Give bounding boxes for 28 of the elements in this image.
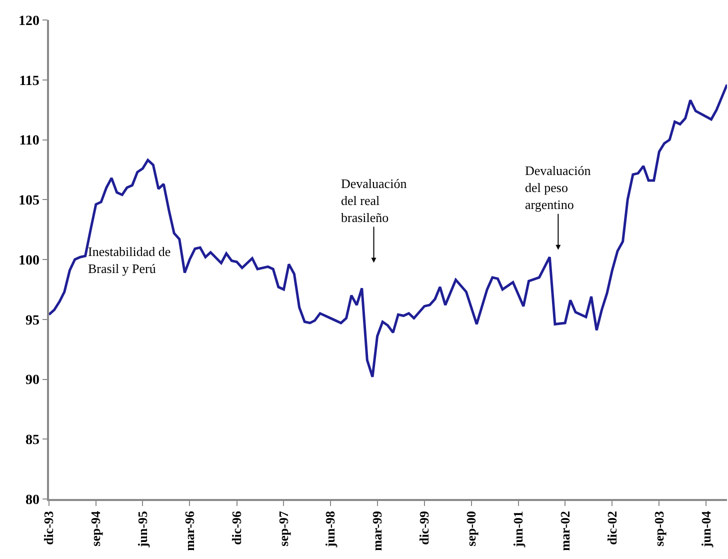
x-tick-label: sep-03 xyxy=(651,510,666,546)
y-tick-label: 110 xyxy=(19,134,40,149)
x-tick-label: mar-02 xyxy=(557,510,572,551)
x-tick-label: sep-94 xyxy=(88,510,104,546)
x-tick-label: jun-95 xyxy=(134,510,150,548)
y-tick-label: 80 xyxy=(25,492,40,508)
x-tick-label: dic-99 xyxy=(416,510,432,545)
annotation: Devaluación del peso argentino xyxy=(525,163,592,212)
annotation: Devaluación del real brasileño xyxy=(341,176,408,225)
x-tick-label: sep-00 xyxy=(464,510,479,546)
x-tick-label: jun-01 xyxy=(510,510,526,548)
annotation: Inestabilidad de Brasil y Perú xyxy=(88,244,171,276)
x-tick-label: sep-97 xyxy=(276,510,291,546)
x-tick-label: mar-99 xyxy=(370,510,385,551)
x-tick-label: mar-96 xyxy=(182,510,197,551)
y-tick-label: 85 xyxy=(25,433,40,448)
y-tick-label: 120 xyxy=(18,14,40,29)
y-tick-label: 115 xyxy=(19,74,40,89)
y-tick-label: 100 xyxy=(18,253,40,268)
x-tick-label: dic-93 xyxy=(41,510,56,545)
line-series xyxy=(49,83,727,378)
x-tick-label: jun-98 xyxy=(322,510,338,548)
y-tick-label: 105 xyxy=(18,194,40,209)
x-tick-label: jun-04 xyxy=(698,510,714,548)
x-tick-label: dic-96 xyxy=(229,510,244,545)
x-tick-label: dic-02 xyxy=(604,510,620,545)
y-tick-label: 90 xyxy=(25,373,40,388)
y-tick-label: 95 xyxy=(25,313,40,328)
